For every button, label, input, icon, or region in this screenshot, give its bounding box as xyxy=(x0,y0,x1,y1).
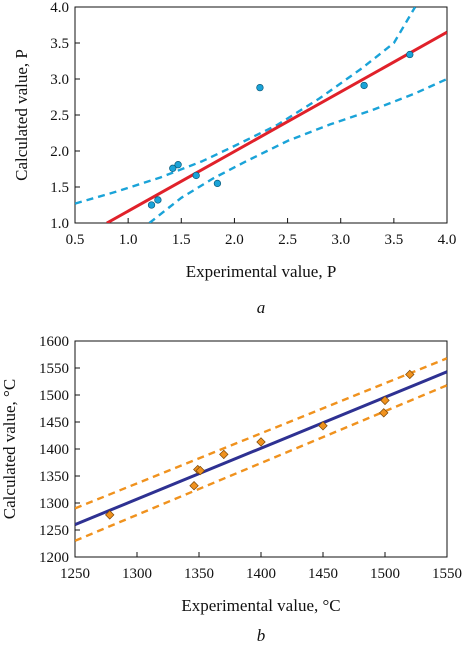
chart-b-x-tick-label: 1300 xyxy=(122,566,152,582)
chart-a-data-point xyxy=(360,81,368,90)
chart-a-x-axis-label: Experimental value, P xyxy=(186,262,337,281)
chart-a-x-tick-label: 0.5 xyxy=(66,232,85,248)
chart-b-lines xyxy=(75,357,447,542)
chart-a-fit-line xyxy=(106,30,447,223)
chart-a-x-axis: 0.5 1.0 1.5 2.0 2.5 3.0 3.5 4.0 xyxy=(66,218,457,248)
chart-a-x-tick-label: 1.0 xyxy=(119,232,138,248)
chart-b-fit-line xyxy=(75,370,447,526)
chart-b: 1250 1300 1350 1400 1450 1500 1550 12001250130… xyxy=(0,334,462,645)
chart-b-data-point xyxy=(318,421,328,431)
chart-a-y-tick-label: 3.0 xyxy=(50,72,69,88)
chart-b-y-tick-label: 1350 xyxy=(39,469,69,485)
chart-a-y-tick-label: 2.0 xyxy=(50,144,69,160)
chart-a-x-tick-label: 3.5 xyxy=(384,232,403,248)
chart-a-lines xyxy=(75,7,447,223)
chart-b-x-tick-label: 1250 xyxy=(60,566,90,582)
chart-a-data-point xyxy=(192,171,200,180)
chart-a-y-tick-label: 4.0 xyxy=(50,0,69,16)
chart-a-y-axis-label: Calculated value, P xyxy=(12,49,31,181)
chart-b-y-tick-label: 1600 xyxy=(39,334,69,350)
chart-a-x-tick-label: 2.0 xyxy=(225,232,244,248)
chart-b-x-axis: 1250 1300 1350 1400 1450 1500 1550 xyxy=(60,552,462,582)
chart-b-y-tick-label: 1500 xyxy=(39,388,69,404)
chart-a-points xyxy=(147,50,414,209)
chart-b-data-point xyxy=(219,449,229,460)
chart-b-y-axis-label: Calculated value, °C xyxy=(0,379,19,519)
chart-a-data-point xyxy=(406,50,414,59)
chart-a-x-tick-label: 2.5 xyxy=(278,232,297,248)
chart-a-y-axis: 1.0 1.5 2.0 2.5 3.0 3.5 4.0 xyxy=(50,0,80,232)
chart-b-panel-label: b xyxy=(257,626,266,645)
chart-b-data-point xyxy=(105,510,115,520)
chart-a-data-point xyxy=(256,83,264,92)
chart-a-x-tick-label: 4.0 xyxy=(438,232,457,248)
chart-a-data-point xyxy=(147,201,156,209)
chart-a-data-point xyxy=(174,161,182,169)
chart-a-confidence-lower-line xyxy=(148,77,447,223)
chart-b-y-tick-label: 1400 xyxy=(39,442,69,458)
chart-a-panel-label: a xyxy=(257,298,266,317)
chart-a-y-tick-label: 2.5 xyxy=(50,108,69,124)
chart-a-y-tick-label: 3.5 xyxy=(50,36,69,52)
chart-a-y-tick-label: 1.5 xyxy=(50,180,69,196)
chart-b-confidence-upper-line xyxy=(75,357,447,510)
chart-a: 0.5 1.0 1.5 2.0 2.5 3.0 3.5 4.0 1.01.52.02.53.0… xyxy=(12,0,456,317)
chart-b-y-tick-label: 1200 xyxy=(39,550,69,566)
chart-b-x-tick-label: 1500 xyxy=(370,566,400,582)
chart-b-y-axis: 1200 1250 1300 1350 1400 1450 1500 1550 1600 xyxy=(39,334,80,566)
chart-b-points xyxy=(105,369,415,520)
chart-b-y-tick-label: 1300 xyxy=(39,496,69,512)
chart-b-data-point xyxy=(195,465,205,476)
chart-a-data-point xyxy=(154,196,162,204)
chart-a-data-point xyxy=(213,179,222,188)
chart-b-x-tick-label: 1400 xyxy=(246,566,276,582)
chart-b-data-point xyxy=(380,395,390,406)
chart-b-y-tick-label: 1550 xyxy=(39,361,69,377)
chart-a-y-tick-label: 1.0 xyxy=(50,216,69,232)
chart-b-x-axis-label: Experimental value, °C xyxy=(181,596,340,615)
chart-b-x-tick-label: 1550 xyxy=(432,566,462,582)
chart-b-data-point xyxy=(256,437,266,447)
chart-b-data-point xyxy=(405,369,415,380)
chart-b-y-tick-label: 1450 xyxy=(39,415,69,431)
chart-a-confidence-upper-line xyxy=(75,7,417,205)
chart-a-plot-frame xyxy=(74,6,448,224)
chart-b-y-tick-label: 1250 xyxy=(39,523,69,539)
chart-a-x-tick-label: 1.5 xyxy=(172,232,191,248)
chart-b-x-tick-label: 1450 xyxy=(308,566,338,582)
chart-b-data-point xyxy=(379,408,389,418)
chart-a-data-point xyxy=(169,164,177,172)
chart-b-x-tick-label: 1350 xyxy=(184,566,214,582)
chart-b-confidence-lower-line xyxy=(75,384,447,542)
chart-a-x-tick-label: 3.0 xyxy=(331,232,350,248)
chart-b-data-point xyxy=(189,481,199,491)
